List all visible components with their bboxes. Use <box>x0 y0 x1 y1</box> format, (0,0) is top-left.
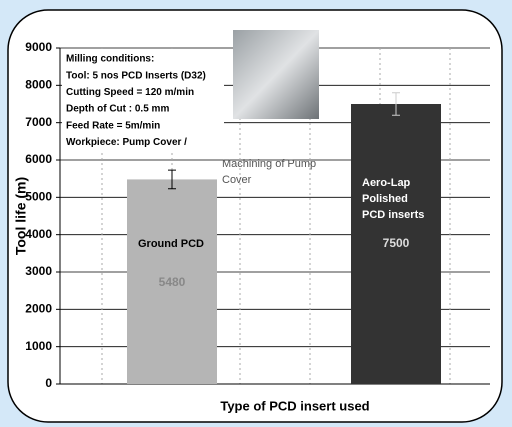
x-axis-label: Type of PCD insert used <box>220 398 369 413</box>
y-tick-label: 0 <box>45 376 52 390</box>
bar-category-label: Ground PCD <box>138 238 204 250</box>
bar <box>127 179 217 384</box>
value-label: 5480 <box>159 275 186 289</box>
y-tick-label: 2000 <box>25 302 52 316</box>
bar-category-label: Aero-Lap Polished PCD inserts <box>362 177 425 221</box>
annotation-line: Cutting Speed = 120 m/min <box>66 87 194 98</box>
bar <box>351 104 441 384</box>
photo <box>233 30 319 119</box>
y-tick-label: 8000 <box>25 78 52 92</box>
y-tick-label: 5000 <box>25 190 52 204</box>
y-tick-label: 9000 <box>25 40 52 54</box>
y-tick-label: 1000 <box>25 339 52 353</box>
value-label: 7500 <box>383 236 410 250</box>
annotation-line: Milling conditions: <box>66 54 154 65</box>
annotation-line: Tool: 5 nos PCD Inserts (D32) <box>66 70 206 81</box>
y-tick-label: 6000 <box>25 152 52 166</box>
annotation-line: Workpiece: Pump Cover / <box>66 137 187 148</box>
photo-caption: Machining of Pump Cover <box>222 158 317 186</box>
annotation-box <box>62 49 224 151</box>
y-tick-label: 3000 <box>25 264 52 278</box>
y-tick-label: 4000 <box>25 227 52 241</box>
y-tick-label: 7000 <box>25 115 52 129</box>
annotation-line: Depth of Cut : 0.5 mm <box>66 104 169 115</box>
error-bar <box>392 92 400 116</box>
error-bar <box>168 169 176 190</box>
annotation-line: Feed Rate = 5m/min <box>66 120 160 131</box>
y-axis-label: Tool life (m) <box>13 177 29 255</box>
